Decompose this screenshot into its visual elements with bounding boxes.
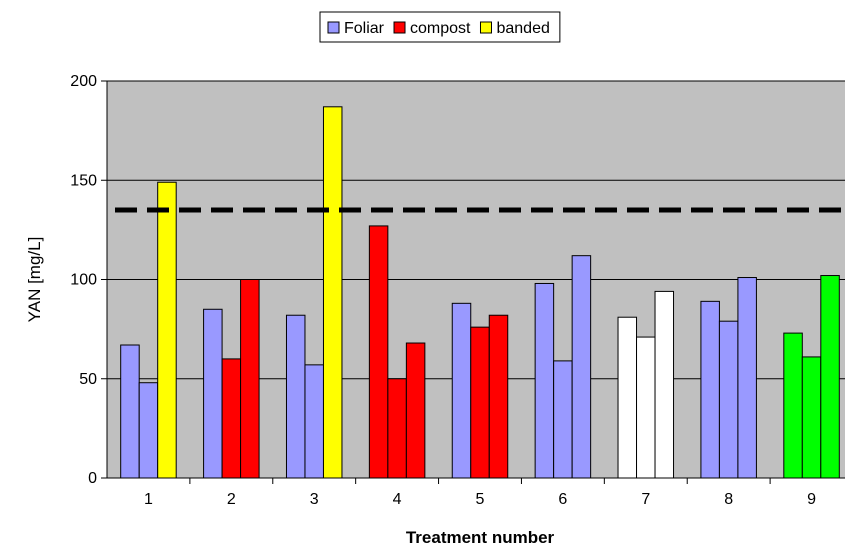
legend-swatch-1 <box>327 21 340 34</box>
x-tick-label: 8 <box>724 491 733 508</box>
y-tick-label: 150 <box>70 172 97 189</box>
legend-label-3: banded <box>496 20 549 37</box>
x-tick-label: 3 <box>310 491 319 508</box>
legend-label-1: Foliar <box>344 20 385 37</box>
bar-5-1 <box>451 302 472 479</box>
bar-5-3 <box>488 314 509 479</box>
bar-1-3 <box>157 181 177 479</box>
bar-7-2 <box>636 336 656 479</box>
bar-2-1 <box>203 308 223 479</box>
bars <box>120 106 840 479</box>
legend-frame <box>319 11 561 43</box>
bar-8-2 <box>718 320 739 479</box>
x-tick-label: 5 <box>476 491 485 508</box>
x-tick-labels: 1 2 3 4 5 6 7 8 9 <box>144 491 816 508</box>
bar-3-3 <box>322 106 343 479</box>
x-axis-title: Treatment number <box>406 528 555 547</box>
y-tick-label: 100 <box>70 272 97 289</box>
bar-9-2 <box>801 356 822 479</box>
bar-3-2 <box>304 364 324 479</box>
bar-4-2 <box>387 378 407 479</box>
bar-6-1 <box>534 282 555 479</box>
y-axis-title: YAN [mg/L] <box>25 237 44 323</box>
y-tick-label: 200 <box>70 73 97 90</box>
axes <box>101 80 845 484</box>
y-tick-label: 0 <box>88 470 97 487</box>
bar-3-1 <box>285 314 306 479</box>
bar-1-1 <box>120 344 140 479</box>
bar-6-2 <box>553 360 573 479</box>
bar-9-3 <box>820 275 840 479</box>
bar-9-1 <box>783 332 803 479</box>
y-tick-label: 50 <box>79 371 97 388</box>
x-tick-label: 9 <box>807 491 816 508</box>
legend-swatch-3 <box>479 21 492 34</box>
bar-1-2 <box>138 382 159 479</box>
x-tick-label: 6 <box>558 491 567 508</box>
bar-7-1 <box>617 316 638 479</box>
bar-8-1 <box>700 300 720 479</box>
x-tick-label: 7 <box>641 491 650 508</box>
x-tick-label: 4 <box>393 491 402 508</box>
x-tick-label: 1 <box>144 491 153 508</box>
legend-label-2: compost <box>410 20 471 37</box>
bar-7-3 <box>654 290 675 479</box>
bar-2-3 <box>240 279 260 479</box>
bar-2-2 <box>221 358 242 479</box>
bar-5-2 <box>470 326 490 479</box>
bar-8-3 <box>737 277 757 479</box>
y-tick-labels: 0 50 100 150 200 <box>70 73 97 487</box>
legend: Foliar compost banded <box>319 11 561 43</box>
legend-swatch-2 <box>393 21 406 34</box>
bar-4-1 <box>368 225 389 479</box>
bar-4-3 <box>405 342 426 479</box>
bar-6-3 <box>571 255 592 479</box>
x-tick-label: 2 <box>227 491 236 508</box>
